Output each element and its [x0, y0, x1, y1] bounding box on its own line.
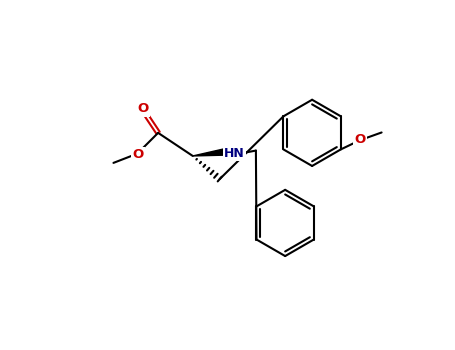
Text: HN: HN — [224, 147, 245, 160]
Text: O: O — [354, 133, 366, 146]
Text: O: O — [132, 148, 144, 161]
Text: O: O — [138, 103, 149, 116]
Polygon shape — [193, 149, 224, 156]
